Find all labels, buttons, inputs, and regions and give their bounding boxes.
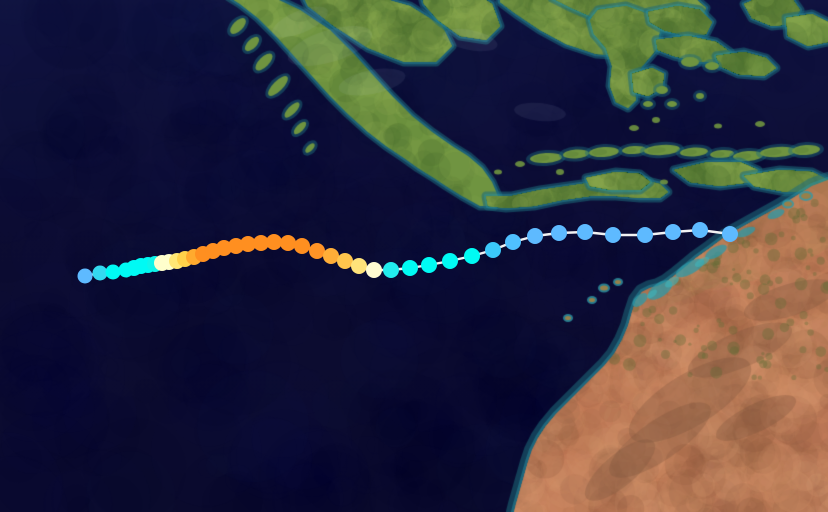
cyclone-track-map[interactable] (0, 0, 828, 512)
satellite-basemap (0, 0, 828, 512)
